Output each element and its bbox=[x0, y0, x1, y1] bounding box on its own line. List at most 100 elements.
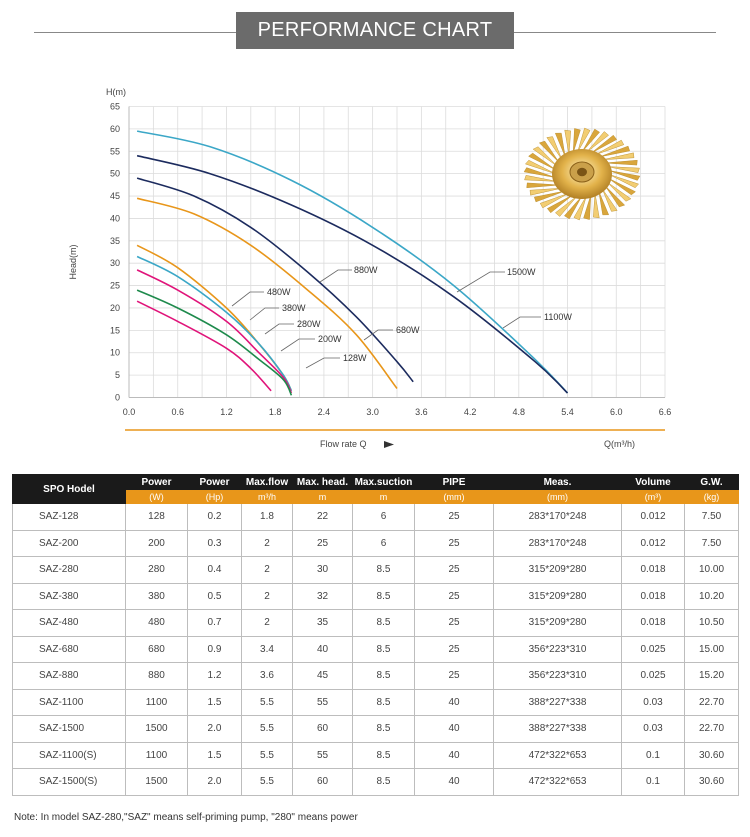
table-cell: 40 bbox=[414, 741, 494, 769]
x-tick-label: 1.2 bbox=[220, 407, 233, 417]
table-cell: 6 bbox=[352, 529, 415, 557]
table-cell: 280 bbox=[125, 556, 188, 584]
table-row: SAZ-480 480 0.7 2 35 8.5 25 315*209*280 0.018 10.… bbox=[12, 609, 739, 637]
table-cell: 880 bbox=[125, 662, 188, 690]
table-header: Max.flow bbox=[241, 474, 293, 490]
table-cell: 8.5 bbox=[352, 688, 415, 716]
impeller-blade bbox=[586, 131, 609, 153]
table-row: SAZ-128 128 0.2 1.8 22 6 25 283*170*248 0.012 7.5… bbox=[12, 503, 739, 531]
table-cell: 472*322*653 bbox=[493, 741, 622, 769]
series-line-128w bbox=[136, 300, 272, 392]
table-cell: 388*227*338 bbox=[493, 715, 622, 743]
leader-line bbox=[249, 307, 279, 321]
impeller-blade bbox=[598, 190, 609, 216]
table-cell: 7.50 bbox=[684, 529, 739, 557]
table-cell: 2 bbox=[241, 609, 293, 637]
table-cell: 8.5 bbox=[352, 662, 415, 690]
impeller-blade bbox=[604, 159, 638, 166]
impeller-blade bbox=[524, 175, 558, 182]
table-cell: 22.70 bbox=[684, 715, 739, 743]
series-label-880w: 880W bbox=[354, 265, 378, 275]
table-cell: 1.2 bbox=[187, 662, 242, 690]
impeller-blade bbox=[525, 159, 557, 175]
table-cell: 25 bbox=[414, 662, 494, 690]
x-axis-arrow-icon bbox=[384, 441, 394, 448]
table-cell: 8.5 bbox=[352, 635, 415, 663]
table-cell-model: SAZ-1100(S) bbox=[12, 741, 126, 769]
leader-line bbox=[231, 291, 264, 307]
table-cell: 25 bbox=[414, 529, 494, 557]
table-cell: 40 bbox=[292, 635, 353, 663]
table-cell: 40 bbox=[414, 768, 494, 796]
table-cell: 8.5 bbox=[352, 741, 415, 769]
table-cell-model: SAZ-128 bbox=[12, 503, 126, 531]
series-label-200w: 200W bbox=[318, 334, 342, 344]
spec-table: SPO Hodel Power Power Max.flow Max. head… bbox=[12, 474, 739, 796]
table-cell: 8.5 bbox=[352, 715, 415, 743]
table-cell: 0.025 bbox=[621, 662, 685, 690]
table-cell: 2 bbox=[241, 529, 293, 557]
x-tick-label: 5.4 bbox=[561, 407, 574, 417]
table-cell: 22 bbox=[292, 503, 353, 531]
table-cell: 25 bbox=[414, 582, 494, 610]
series-line-380w bbox=[136, 255, 293, 392]
x-axis-unit-label: Q(m³/h) bbox=[604, 439, 635, 449]
table-cell-model: SAZ-200 bbox=[12, 529, 126, 557]
x-tick-label: 4.8 bbox=[513, 407, 526, 417]
leader-line bbox=[363, 329, 393, 341]
table-cell: 283*170*248 bbox=[493, 529, 622, 557]
impeller-blade bbox=[601, 152, 635, 161]
impeller-blade bbox=[555, 195, 578, 217]
impeller-blade bbox=[523, 167, 557, 178]
chart-axes bbox=[128, 106, 665, 398]
series-label-1500w: 1500W bbox=[507, 267, 536, 277]
impeller-blade bbox=[577, 127, 591, 153]
table-header-model: SPO Hodel bbox=[12, 474, 126, 504]
table-cell: 32 bbox=[292, 582, 353, 610]
impeller-blade bbox=[607, 170, 641, 181]
impeller-blade bbox=[564, 195, 583, 220]
impeller-blade bbox=[583, 194, 592, 220]
table-cell-model: SAZ-680 bbox=[12, 635, 126, 663]
table-header: G.W. bbox=[684, 474, 739, 490]
leader-line bbox=[319, 269, 352, 283]
impeller-blade bbox=[601, 187, 618, 212]
y-tick-label: 65 bbox=[110, 102, 120, 112]
table-cell: 1100 bbox=[125, 741, 188, 769]
impeller-blade bbox=[606, 181, 632, 202]
leader-line bbox=[502, 316, 541, 329]
table-cell: 25 bbox=[292, 529, 353, 557]
table-cell: 0.4 bbox=[187, 556, 242, 584]
table-cell: 45 bbox=[292, 662, 353, 690]
table-cell-model: SAZ-480 bbox=[12, 609, 126, 637]
chart-leader-lines bbox=[231, 269, 541, 369]
table-unit: (W) bbox=[125, 489, 188, 504]
x-tick-label: 6.0 bbox=[610, 407, 623, 417]
table-cell: 30.60 bbox=[684, 741, 739, 769]
x-tick-label: 6.6 bbox=[659, 407, 672, 417]
leader-line bbox=[280, 338, 315, 352]
table-cell: 40 bbox=[414, 688, 494, 716]
table-cell: 1.5 bbox=[187, 688, 242, 716]
impeller-blade bbox=[598, 145, 630, 158]
table-cell-model: SAZ-280 bbox=[12, 556, 126, 584]
page-title: PERFORMANCE CHART bbox=[236, 12, 514, 49]
impeller-blade bbox=[555, 132, 566, 158]
table-cell: 8.5 bbox=[352, 582, 415, 610]
table-header: Max.suction bbox=[352, 474, 415, 490]
table-cell: 315*209*280 bbox=[493, 556, 622, 584]
table-cell: 1500 bbox=[125, 715, 188, 743]
table-cell: 5.5 bbox=[241, 688, 293, 716]
y-tick-label: 0 bbox=[115, 393, 120, 403]
table-row: SAZ-880 880 1.2 3.6 45 8.5 25 356*223*310 0.025 1… bbox=[12, 662, 739, 690]
table-cell: 315*209*280 bbox=[493, 609, 622, 637]
table-cell-model: SAZ-1500(S) bbox=[12, 768, 126, 796]
table-cell: 0.018 bbox=[621, 556, 685, 584]
table-cell: 472*322*653 bbox=[493, 768, 622, 796]
table-cell: 128 bbox=[125, 503, 188, 531]
performance-chart: 0.0 0.6 1.2 1.8 2.4 3.0 3.6 4.2 4.8 5.4 6.0 6.6 0 5 10… bbox=[68, 87, 672, 449]
series-line-680w bbox=[136, 197, 398, 389]
table-cell: 30.60 bbox=[684, 768, 739, 796]
table-header: PIPE bbox=[414, 474, 494, 490]
table-row: SAZ-280 280 0.4 2 30 8.5 25 315*209*280 0.018 10.… bbox=[12, 556, 739, 584]
